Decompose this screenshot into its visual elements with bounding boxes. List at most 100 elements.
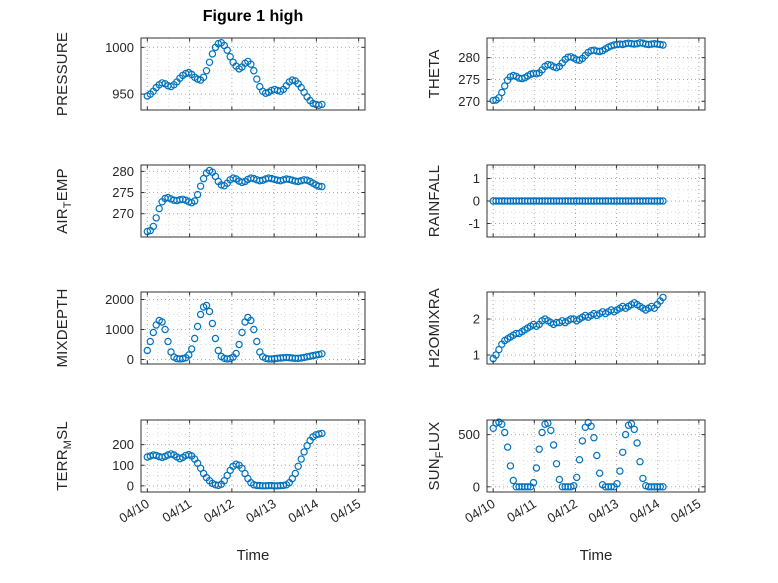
major-grid bbox=[487, 165, 705, 237]
data-points bbox=[489, 418, 667, 491]
axes-box bbox=[140, 291, 366, 365]
subplot-theta: 270 275 280 bbox=[439, 32, 719, 133]
y-tick-label: 1000 bbox=[105, 322, 134, 337]
y-tick-labels: 12 bbox=[473, 312, 480, 363]
y-tick-label: 500 bbox=[458, 427, 480, 442]
subplot-terr-msl: 0 100 200 04/10 04/11 04/12 04/13 04/14 04/15 bbox=[93, 414, 379, 541]
ylabel-text-post: SL bbox=[54, 421, 71, 440]
y-tick-label: 0 bbox=[127, 478, 134, 493]
y-tick-label: 100 bbox=[112, 458, 134, 473]
axis-ticks bbox=[487, 165, 705, 237]
y-tick-label: 275 bbox=[112, 185, 134, 200]
subplot-sun-flux: 0 500 04/10 04/11 04/12 04/13 04/14 04/15 bbox=[439, 414, 719, 541]
ylabel-air-temp: AIRTEMP bbox=[54, 168, 74, 234]
ylabel-text: PRESSURE bbox=[54, 31, 71, 117]
y-tick-labels: 270 275 280 bbox=[112, 164, 134, 221]
y-tick-label: 0 bbox=[473, 479, 480, 494]
x-axis-label-left: Time bbox=[236, 547, 270, 564]
major-grid bbox=[487, 420, 705, 492]
data-points bbox=[489, 197, 667, 205]
x-tick-labels: 04/10 04/11 04/12 04/13 04/14 04/15 bbox=[462, 496, 703, 526]
axis-ticks bbox=[487, 292, 705, 364]
minor-grid bbox=[141, 38, 365, 110]
axes-box bbox=[140, 419, 366, 493]
axis-ticks bbox=[141, 38, 365, 110]
ylabel-terr-msl: TERRMSL bbox=[54, 421, 74, 491]
x-tick-label: 04/14 bbox=[627, 496, 663, 526]
subplot-air-temp: 270 275 280 bbox=[93, 159, 379, 260]
y-tick-label: 200 bbox=[112, 437, 134, 452]
y-tick-label: 1000 bbox=[105, 40, 134, 55]
x-tick-labels: 04/10 04/11 04/12 04/13 04/14 04/15 bbox=[116, 496, 363, 526]
major-grid bbox=[141, 292, 365, 364]
y-tick-labels: 950 1000 bbox=[105, 40, 134, 102]
y-tick-label: 280 bbox=[458, 50, 480, 65]
subplot-theta-plot: 270 275 280 bbox=[458, 37, 706, 111]
subplot-pressure-plot: 950 1000 bbox=[105, 37, 366, 111]
minor-grid bbox=[487, 292, 705, 364]
ylabel-text: MIXDEPTH bbox=[54, 288, 71, 368]
y-tick-label: -1 bbox=[468, 216, 480, 231]
subplot-air_temp-plot: 270 275 280 bbox=[112, 164, 366, 238]
data-points bbox=[489, 39, 667, 105]
data-points bbox=[143, 38, 326, 110]
x-tick-label: 04/15 bbox=[668, 496, 704, 526]
data-points bbox=[143, 166, 326, 236]
y-tick-label: 1 bbox=[473, 171, 480, 186]
y-tick-label: 2000 bbox=[105, 292, 134, 307]
subplot-terr_msl-plot: 0 100 200 04/10 04/11 04/12 04/13 04/14 04/15 bbox=[112, 419, 366, 526]
major-grid bbox=[487, 292, 705, 364]
ylabel-pressure: PRESSURE bbox=[54, 32, 74, 116]
axis-ticks bbox=[141, 420, 365, 492]
ylabel-subscript: T bbox=[62, 201, 74, 209]
x-tick-label: 04/13 bbox=[243, 496, 279, 526]
y-tick-labels: 0 500 bbox=[458, 427, 480, 494]
major-grid bbox=[141, 38, 365, 110]
axis-ticks bbox=[487, 38, 705, 110]
data-points bbox=[143, 301, 326, 363]
y-tick-label: 0 bbox=[473, 194, 480, 209]
axes-box bbox=[140, 164, 366, 238]
y-tick-labels: 270 275 280 bbox=[458, 50, 480, 109]
x-tick-label: 04/14 bbox=[285, 496, 321, 526]
minor-grid bbox=[141, 420, 365, 492]
subplot-rainfall: -1 0 1 bbox=[439, 159, 719, 260]
axis-ticks bbox=[141, 165, 365, 237]
axes-box bbox=[140, 37, 366, 111]
subplot-mixdepth: 0 1000 2000 bbox=[93, 286, 379, 387]
axis-ticks bbox=[487, 420, 705, 492]
y-tick-label: 1 bbox=[473, 348, 480, 363]
y-tick-label: 2 bbox=[473, 312, 480, 327]
figure-title: Figure 1 high bbox=[202, 8, 304, 25]
y-tick-labels: 0 100 200 bbox=[112, 437, 134, 493]
subplot-mixdepth-plot: 0 1000 2000 bbox=[105, 291, 366, 367]
axis-ticks bbox=[141, 292, 365, 364]
ylabel-text: TERR bbox=[54, 449, 71, 491]
ylabel-mixdepth: MIXDEPTH bbox=[54, 288, 74, 367]
data-points bbox=[143, 429, 326, 490]
axes-box bbox=[486, 37, 706, 111]
x-tick-label: 04/15 bbox=[328, 496, 364, 526]
y-tick-labels: -1 0 1 bbox=[468, 171, 480, 231]
y-tick-label: 270 bbox=[458, 94, 480, 109]
x-axis-label-right: Time bbox=[579, 547, 613, 564]
ylabel-text: AIR bbox=[54, 208, 71, 234]
ylabel-subscript: M bbox=[62, 439, 74, 450]
x-tick-label: 04/10 bbox=[116, 496, 152, 526]
axes-box bbox=[486, 419, 706, 493]
subplot-h2omixra-plot: 12 bbox=[473, 291, 706, 365]
x-tick-label: 04/10 bbox=[462, 496, 498, 526]
x-tick-label: 04/12 bbox=[201, 496, 237, 526]
x-tick-label: 04/12 bbox=[544, 496, 580, 526]
data-points bbox=[489, 293, 667, 363]
y-tick-labels: 0 1000 2000 bbox=[105, 292, 134, 367]
y-tick-label: 270 bbox=[112, 206, 134, 221]
subplot-rainfall-plot: -1 0 1 bbox=[468, 164, 706, 238]
subplot-pressure: 950 1000 bbox=[93, 32, 379, 133]
x-tick-label: 04/11 bbox=[504, 496, 539, 525]
y-tick-label: 950 bbox=[112, 87, 134, 102]
y-tick-label: 280 bbox=[112, 164, 134, 179]
axes-box bbox=[486, 291, 706, 365]
